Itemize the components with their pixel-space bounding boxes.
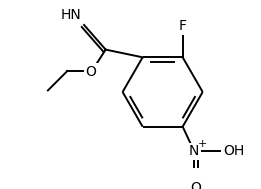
Text: O: O	[190, 180, 201, 189]
Text: HN: HN	[61, 8, 82, 22]
Text: +: +	[198, 139, 207, 149]
Text: N: N	[189, 144, 199, 158]
Text: OH: OH	[223, 144, 245, 158]
Text: O: O	[86, 65, 97, 79]
Text: F: F	[179, 19, 187, 33]
